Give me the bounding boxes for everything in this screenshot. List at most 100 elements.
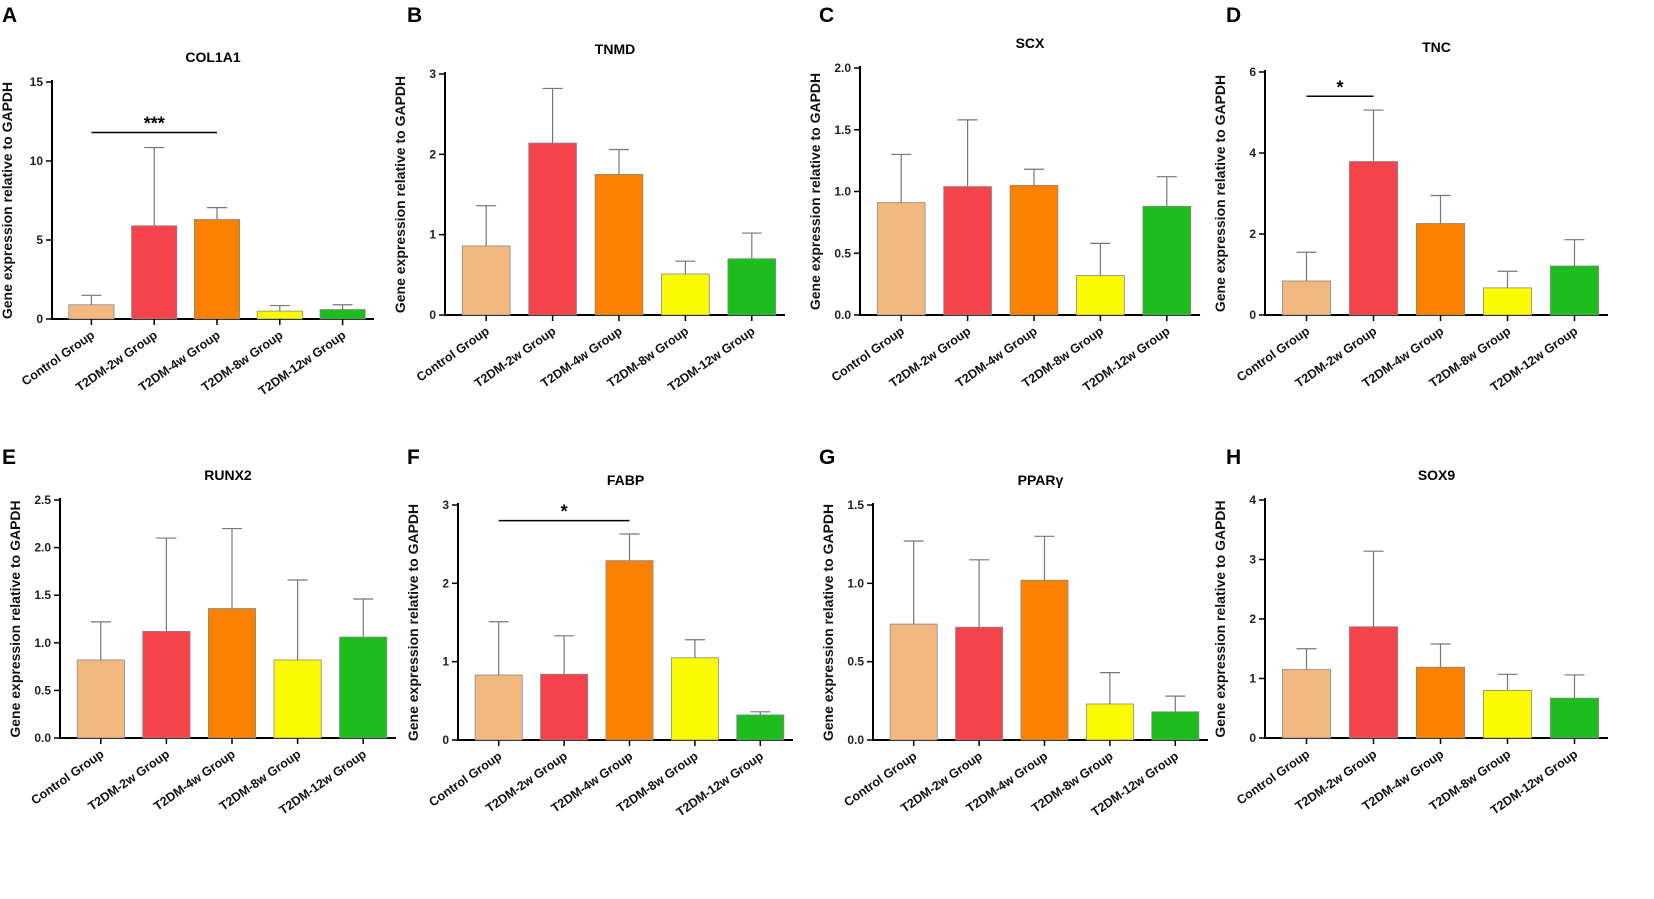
y-tick-label: 0: [1249, 731, 1256, 745]
bar: [1281, 669, 1332, 739]
y-tick-label: 1.5: [847, 498, 864, 512]
bar: [1020, 579, 1069, 741]
y-axis-label: Gene expression relative to GAPDH: [405, 504, 421, 741]
y-tick-label: 15: [30, 75, 44, 89]
panel-h: H SOX9 Gene expression relative to GAPDH 0 1…: [1212, 446, 1608, 817]
y-tick-label: 1.0: [847, 576, 864, 590]
y-axis-label: Gene expression relative to GAPDH: [392, 76, 408, 313]
y-tick-label: 10: [30, 154, 44, 168]
y-tick-label: 1.0: [34, 636, 51, 650]
y-tick-label: 2.0: [34, 541, 51, 555]
bar: [528, 142, 577, 316]
significance-label: *: [561, 502, 568, 522]
bar: [1076, 275, 1125, 316]
chart-title: PPARγ: [1018, 472, 1064, 488]
significance-label: ***: [144, 114, 165, 134]
y-tick-label: 2: [429, 147, 436, 161]
bar: [943, 186, 992, 316]
bar: [661, 273, 710, 316]
y-axis-label: Gene expression relative to GAPDH: [1212, 500, 1228, 737]
bar: [1415, 223, 1466, 316]
bar: [1085, 703, 1134, 741]
chart-title: SOX9: [1418, 467, 1456, 483]
panel-letter: F: [407, 446, 420, 469]
panel-letter: A: [2, 4, 17, 27]
bar: [474, 674, 523, 741]
bar: [670, 657, 719, 741]
bar: [1348, 161, 1399, 316]
bar: [889, 623, 938, 741]
y-tick-label: 0.0: [34, 731, 51, 745]
y-tick-label: 3: [1249, 553, 1256, 567]
y-tick-label: 0.0: [847, 733, 864, 747]
bar: [1281, 280, 1332, 316]
bar: [605, 560, 654, 741]
y-tick-label: 4: [1249, 493, 1256, 507]
panel-letter: C: [819, 4, 834, 27]
y-axis-label: Gene expression relative to GAPDH: [0, 82, 15, 319]
bar: [1151, 711, 1200, 741]
y-axis-label: Gene expression relative to GAPDH: [807, 73, 823, 310]
bar: [955, 626, 1004, 741]
bar: [461, 245, 511, 316]
y-tick-label: 0: [1249, 308, 1256, 322]
y-tick-label: 1.5: [34, 588, 51, 602]
bar: [1009, 184, 1059, 316]
y-axis-label: Gene expression relative to GAPDH: [7, 500, 23, 737]
panel-e: E RUNX2 Gene expression relative to GAPDH 0…: [2, 446, 396, 817]
significance-label: *: [1336, 77, 1343, 97]
bar: [1482, 690, 1533, 739]
bar: [1348, 626, 1399, 739]
y-axis-label: Gene expression relative to GAPDH: [1212, 75, 1228, 312]
panel-letter: E: [2, 446, 16, 469]
panel-d: D TNC Gene expression relative to GAPDH 0 2 4…: [1212, 4, 1608, 394]
panel-letter: B: [407, 4, 422, 27]
panel-g: G PPARγ Gene expression relative to GAPDH 0…: [819, 446, 1208, 819]
bar: [1142, 205, 1192, 316]
panel-b: B TNMD Gene expression relative to GAPDH 0 1…: [392, 4, 785, 394]
panel-letter: D: [1226, 4, 1241, 27]
bar: [540, 673, 589, 741]
bar: [1549, 265, 1600, 316]
panel-c: C SCX Gene expression relative to GAPDH 0.0…: [807, 4, 1200, 394]
y-axis-label: Gene expression relative to GAPDH: [820, 504, 836, 741]
panel-letter: G: [819, 446, 835, 469]
y-tick-label: 2: [1249, 227, 1256, 241]
bar: [131, 225, 178, 320]
y-tick-label: 5: [36, 233, 43, 247]
bar: [76, 659, 125, 739]
bar: [142, 630, 191, 739]
y-tick-label: 2: [442, 576, 449, 590]
bar: [594, 174, 644, 316]
bar: [1549, 697, 1600, 739]
bar: [319, 309, 366, 320]
y-tick-label: 1.0: [834, 185, 851, 199]
y-tick-label: 0: [429, 308, 436, 322]
y-tick-label: 4: [1249, 146, 1256, 160]
panel-letter: H: [1226, 446, 1241, 469]
chart-title: SCX: [1016, 35, 1045, 51]
y-tick-label: 1: [429, 228, 436, 242]
y-tick-label: 0: [442, 733, 449, 747]
y-tick-label: 0: [36, 312, 43, 326]
chart-title: RUNX2: [204, 467, 252, 483]
chart-title: COL1A1: [185, 49, 240, 65]
y-tick-label: 1: [1249, 672, 1256, 686]
bar: [207, 608, 257, 739]
chart-title: TNMD: [595, 41, 635, 57]
y-tick-label: 0.0: [834, 308, 851, 322]
panel-f: F FABP Gene expression relative to GAPDH 0 1…: [405, 446, 793, 819]
y-tick-label: 3: [442, 498, 449, 512]
y-tick-label: 0.5: [834, 246, 851, 260]
y-tick-label: 3: [429, 67, 436, 81]
panel-a: A COL1A1 Gene expression relative to GAPDH…: [0, 4, 374, 398]
bar: [273, 659, 322, 739]
chart-title: TNC: [1422, 39, 1451, 55]
y-tick-label: 2.0: [834, 61, 851, 75]
y-tick-label: 1: [442, 655, 449, 669]
bar: [339, 636, 388, 739]
y-tick-label: 0.5: [847, 655, 864, 669]
y-tick-label: 2: [1249, 612, 1256, 626]
